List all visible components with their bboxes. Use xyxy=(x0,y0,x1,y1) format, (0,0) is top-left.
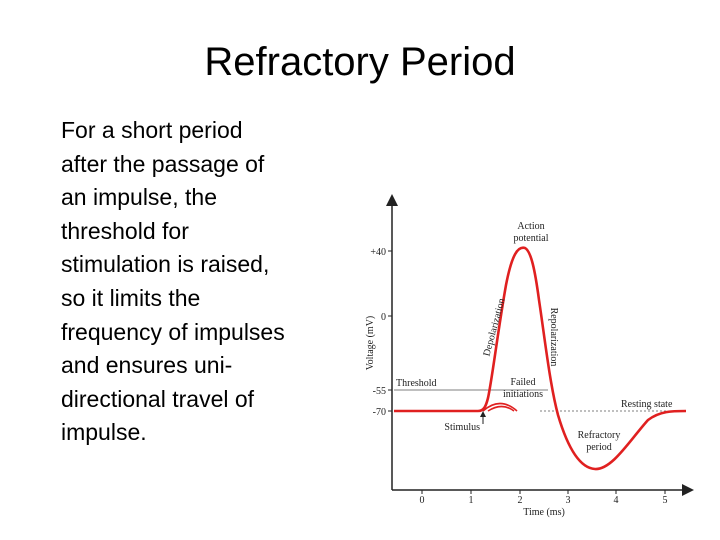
x-tick-label: 2 xyxy=(518,495,523,506)
failed-initiations-label: initiations xyxy=(503,389,543,400)
body-line: impulse. xyxy=(61,419,147,446)
action-potential-label: Action xyxy=(517,221,544,232)
action-potential-curve xyxy=(394,246,687,471)
body-line: after the passage of xyxy=(61,150,265,177)
y-axis-label: Voltage (mV) xyxy=(365,316,376,371)
refractory-period-label: period xyxy=(586,442,612,453)
body-line: and ensures uni- xyxy=(61,352,233,379)
y-tick-label: +40 xyxy=(370,247,386,258)
refractory-period-label: Refractory xyxy=(578,430,621,441)
x-axis-label: Time (ms) xyxy=(523,507,565,518)
x-tick-label: 5 xyxy=(663,495,668,506)
body-line: For a short period xyxy=(61,117,243,143)
stimulus-label: Stimulus xyxy=(444,422,480,433)
body-line: frequency of impulses xyxy=(61,318,285,345)
resting-state-label: Resting state xyxy=(621,399,673,410)
failed-initiation-curve xyxy=(482,402,518,412)
x-tick-label: 3 xyxy=(566,495,571,506)
failed-initiations-label: Failed xyxy=(511,377,536,388)
body-line: an impulse, the xyxy=(61,184,217,211)
x-tick-label: 0 xyxy=(420,495,425,506)
body-line: directional travel of xyxy=(61,385,255,412)
x-tick-label: 4 xyxy=(614,495,619,506)
threshold-label: Threshold xyxy=(396,378,437,389)
depolarization-label: Depolarization xyxy=(482,297,508,357)
action-potential-label: potential xyxy=(514,233,549,244)
y-tick-label: -70 xyxy=(373,407,386,418)
body-line: stimulation is raised, xyxy=(61,251,270,278)
slide-title: Refractory Period xyxy=(204,40,516,84)
y-tick-label: 0 xyxy=(381,312,386,323)
body-text: For a short period after the passage of … xyxy=(61,114,331,450)
failed-initiation-curve xyxy=(487,405,515,412)
body-line: so it limits the xyxy=(61,284,201,311)
y-tick-label: -55 xyxy=(373,386,386,397)
body-line: threshold for xyxy=(61,217,189,244)
repolarization-label: Repolarization xyxy=(548,308,559,367)
x-tick-label: 1 xyxy=(469,495,474,506)
